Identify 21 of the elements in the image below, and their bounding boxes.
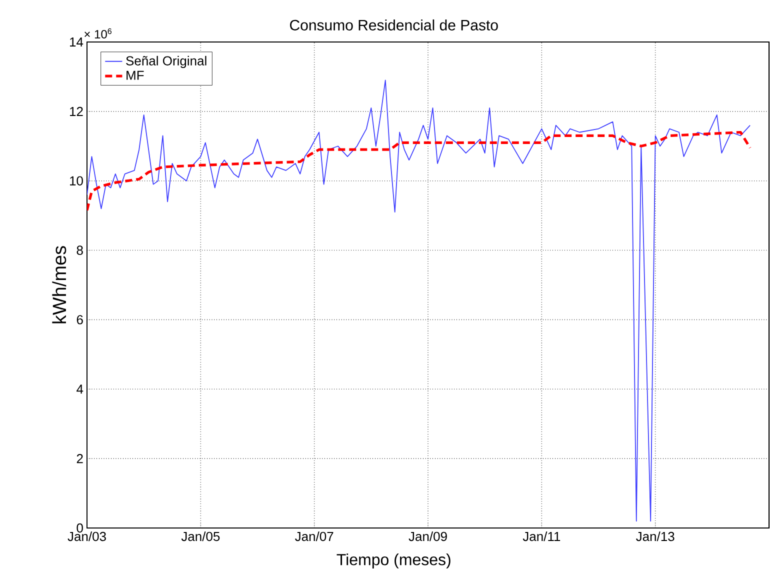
x-tick-label: Jan/09 bbox=[408, 532, 447, 542]
text: × 10$^{6}$ bbox=[84, 28, 112, 38]
y-tick-label: 0 bbox=[76, 523, 83, 533]
y-tick-label: 14 bbox=[70, 38, 84, 46]
x-tick-label: Jan/05 bbox=[181, 532, 220, 542]
legend-label: Señal Original bbox=[126, 56, 206, 68]
legend-label: MF bbox=[126, 70, 144, 80]
y-tick-label: 8 bbox=[76, 246, 83, 255]
y-tick-label: 10 bbox=[70, 176, 83, 186]
x-tick-label: Jan/11 bbox=[522, 532, 560, 542]
x-tick-label: Jan/13 bbox=[636, 532, 674, 542]
x-tick-label: Jan/07 bbox=[295, 532, 334, 542]
x-tick-label: Jan/03 bbox=[68, 532, 106, 542]
y-axis-title: kWh/mes bbox=[52, 246, 66, 324]
chart-title: Consumo Residencial de Pasto bbox=[290, 19, 498, 30]
y-tick-label: 12 bbox=[70, 106, 83, 116]
y-tick-label: 2 bbox=[76, 454, 83, 464]
line-series bbox=[87, 130, 752, 212]
x-axis-title: Tiempo (meses) bbox=[336, 554, 450, 568]
y-tick-label: 4 bbox=[76, 384, 84, 394]
y-tick-label: 6 bbox=[76, 315, 83, 324]
